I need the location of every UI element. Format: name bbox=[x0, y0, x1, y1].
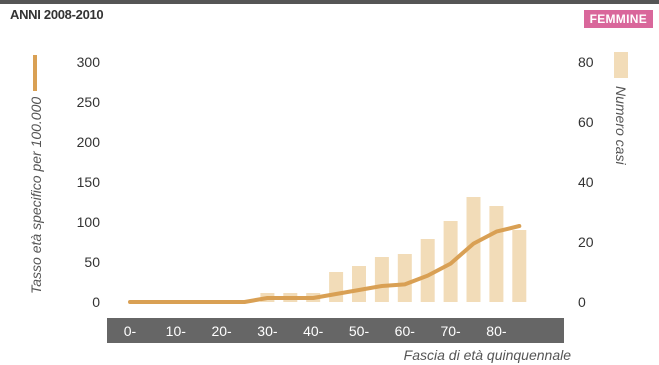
y-right-tick-label: 40 bbox=[578, 174, 594, 190]
top-strip bbox=[0, 0, 659, 4]
x-tick-label: 60- bbox=[395, 323, 416, 339]
x-tick-label: 40- bbox=[303, 323, 324, 339]
x-tick-label: 0- bbox=[124, 323, 137, 339]
case-count-bar bbox=[489, 206, 504, 302]
x-tick-label: 70- bbox=[440, 323, 461, 339]
legend-line-marker bbox=[33, 55, 37, 91]
case-count-bar bbox=[397, 254, 412, 302]
x-tick-label: 10- bbox=[166, 323, 187, 339]
x-tick-label: 50- bbox=[349, 323, 370, 339]
y-left-tick-label: 150 bbox=[77, 174, 101, 190]
case-count-bar bbox=[352, 266, 366, 302]
x-tick-label: 30- bbox=[257, 323, 278, 339]
case-count-bar bbox=[466, 197, 481, 302]
x-axis-label: Fascia di età quinquennale bbox=[404, 347, 572, 363]
x-tick-label: 20- bbox=[211, 323, 232, 339]
y-left-tick-label: 200 bbox=[77, 134, 101, 150]
x-tick-label: 80- bbox=[486, 323, 507, 339]
y-right-tick-label: 0 bbox=[578, 294, 586, 310]
y-axis-left-label: Tasso età specifico per 100.000 bbox=[28, 97, 44, 294]
case-count-bar bbox=[512, 230, 527, 302]
y-left-tick-label: 250 bbox=[77, 94, 101, 110]
y-left-tick-label: 300 bbox=[77, 54, 101, 70]
y-left-tick-label: 50 bbox=[84, 254, 100, 270]
period-label: ANNI 2008-2010 bbox=[10, 7, 104, 22]
y-left-tick-label: 100 bbox=[77, 214, 101, 230]
y-axis-right-label: Numero casi bbox=[613, 86, 629, 165]
x-axis-band bbox=[107, 318, 564, 343]
y-right-tick-label: 80 bbox=[578, 54, 594, 70]
y-right-tick-label: 20 bbox=[578, 234, 594, 250]
case-count-bar bbox=[420, 239, 435, 302]
case-count-bar bbox=[374, 257, 389, 302]
y-right-tick-label: 60 bbox=[578, 114, 594, 130]
y-left-tick-label: 0 bbox=[92, 294, 100, 310]
rate-line bbox=[128, 224, 522, 304]
gender-badge: FEMMINE bbox=[583, 10, 653, 28]
legend-bar-marker bbox=[614, 52, 628, 78]
case-count-bar bbox=[329, 272, 344, 302]
